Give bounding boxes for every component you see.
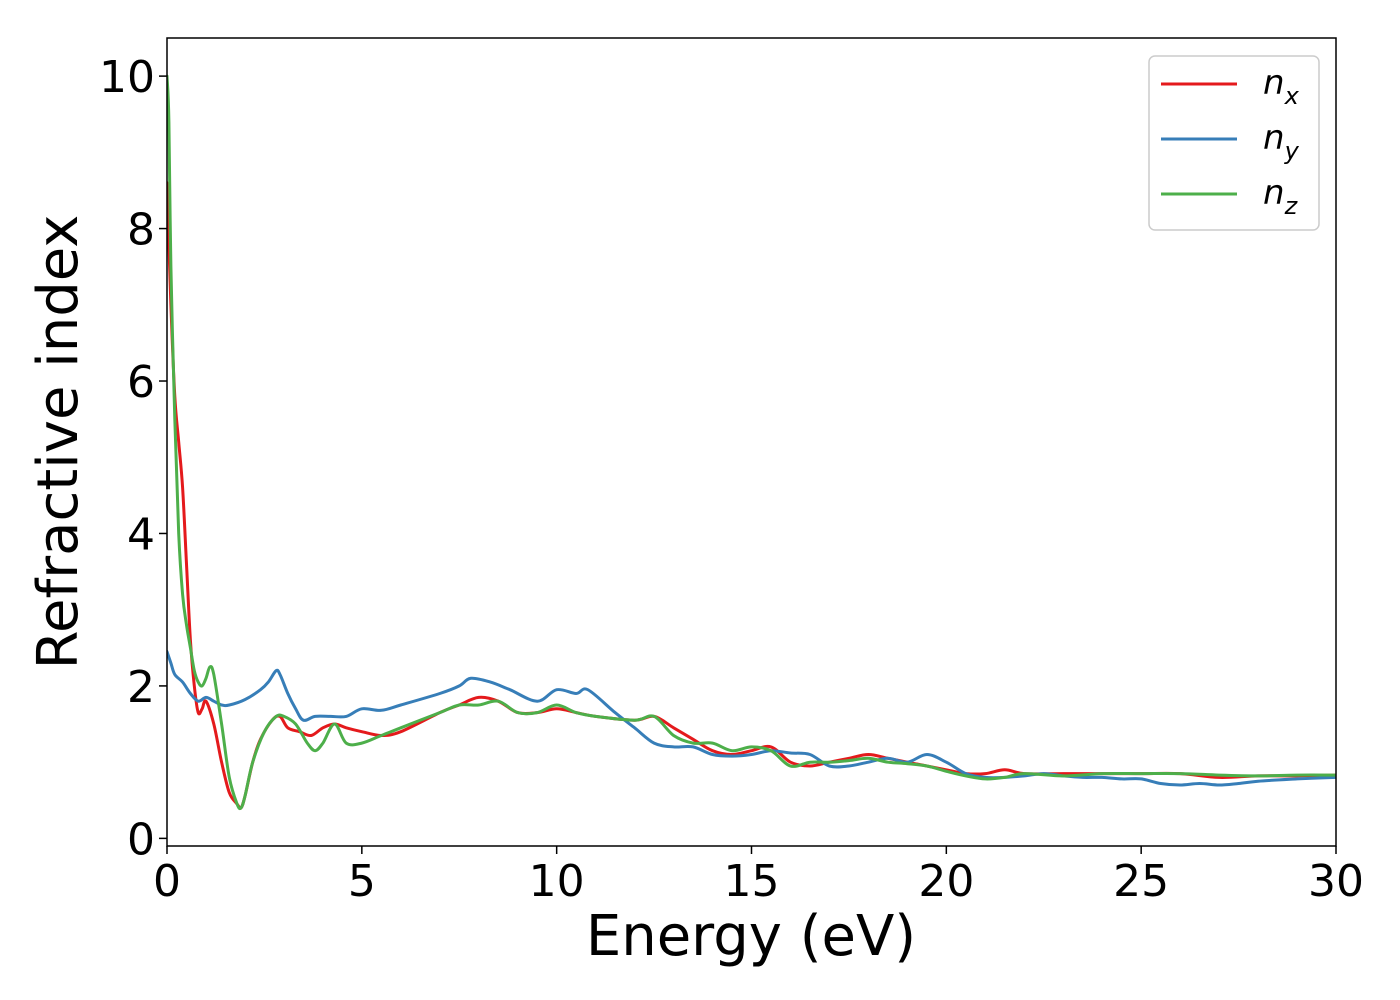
legend-label-subscript: y <box>1284 137 1300 165</box>
series-line-nz <box>167 74 1336 811</box>
x-tick-label: 30 <box>1308 856 1364 907</box>
legend-label-base: n <box>1263 118 1285 158</box>
x-tick-label: 15 <box>724 856 780 907</box>
legend-label-base: n <box>1263 173 1285 213</box>
legend-label-base: n <box>1263 63 1285 103</box>
series-layer <box>167 74 1336 811</box>
x-axis-label: Energy (eV) <box>586 904 916 969</box>
y-tick-label: 0 <box>127 814 155 865</box>
legend-label-ny: ny <box>1263 118 1300 165</box>
x-axis-ticks: 0 5 10 15 20 25 30 <box>153 846 1364 907</box>
x-tick-label: 10 <box>529 856 585 907</box>
series-line-ny <box>167 650 1336 787</box>
y-tick-label: 10 <box>99 52 155 103</box>
legend-box <box>1148 55 1320 231</box>
y-tick-label: 6 <box>127 357 155 408</box>
y-tick-label: 2 <box>127 662 155 713</box>
y-tick-label: 8 <box>127 205 155 256</box>
plot-background <box>167 38 1336 846</box>
legend-label-subscript: z <box>1284 192 1299 220</box>
x-tick-label: 5 <box>348 856 376 907</box>
x-tick-label: 0 <box>153 856 181 907</box>
y-tick-label: 4 <box>127 509 155 560</box>
x-tick-label: 25 <box>1113 856 1169 907</box>
y-axis-label: Refractive index <box>26 215 91 670</box>
x-tick-label: 20 <box>918 856 974 907</box>
legend-label-subscript: x <box>1284 82 1300 110</box>
legend-label-nx: nx <box>1263 63 1300 110</box>
y-axis-ticks: 0 2 4 6 8 10 <box>99 52 167 865</box>
legend-label-nz: nz <box>1263 173 1299 220</box>
